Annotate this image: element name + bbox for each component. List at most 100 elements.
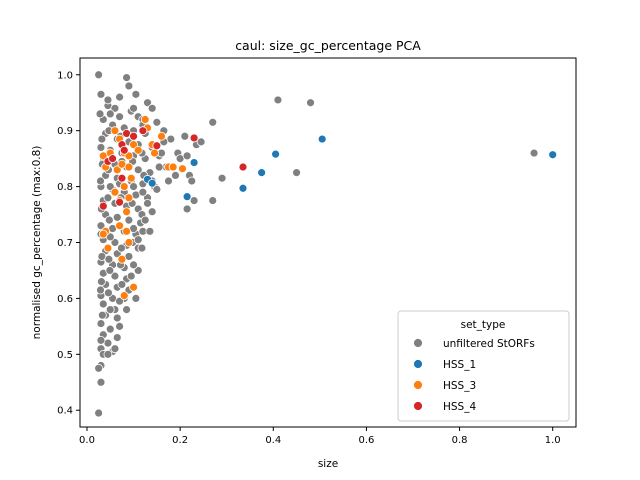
- y-tick-label: 0.4: [57, 406, 73, 417]
- data-point: [124, 81, 134, 91]
- data-point: [133, 235, 143, 245]
- data-point: [96, 89, 106, 99]
- data-point: [154, 162, 164, 172]
- data-point: [110, 238, 120, 247]
- data-point: [98, 299, 108, 309]
- legend-items: unfiltered StORFs HSS_1 HSS_3 HSS_4: [413, 338, 535, 413]
- data-point: [171, 171, 180, 180]
- data-point: [306, 98, 315, 108]
- data-point: [122, 226, 131, 236]
- data-point: [112, 333, 122, 342]
- data-point: [129, 131, 138, 141]
- data-point: [129, 182, 138, 191]
- legend-label: HSS_4: [443, 401, 476, 413]
- data-point: [152, 184, 162, 194]
- data-point: [103, 95, 113, 105]
- data-point: [145, 226, 155, 236]
- legend-box: [397, 310, 570, 422]
- data-point: [196, 137, 206, 147]
- data-point: [110, 187, 120, 197]
- x-tick-label: 0.2: [172, 435, 188, 446]
- y-tick-label: 0.9: [57, 126, 73, 137]
- data-point: [105, 109, 115, 119]
- y-axis-label: normalised gc_percentage (max:0.8): [31, 146, 43, 340]
- x-tick-label: 0.4: [265, 435, 281, 446]
- data-point: [238, 162, 248, 172]
- data-point: [103, 349, 113, 359]
- data-point: [119, 291, 129, 301]
- data-point: [140, 215, 150, 225]
- data-point: [115, 321, 124, 331]
- data-point: [115, 221, 124, 231]
- legend-title: set_type: [461, 319, 506, 331]
- data-point: [110, 126, 120, 136]
- data-point: [150, 148, 159, 158]
- data-point: [96, 285, 105, 295]
- data-point: [529, 148, 539, 158]
- data-point: [147, 103, 157, 113]
- data-point: [152, 141, 162, 151]
- data-point: [257, 168, 267, 178]
- data-point: [126, 173, 136, 183]
- x-tick-label: 1.0: [545, 435, 561, 446]
- data-point: [138, 126, 148, 136]
- data-point: [94, 70, 104, 80]
- data-point: [182, 192, 192, 202]
- data-point: [129, 282, 138, 292]
- data-point: [94, 363, 104, 373]
- data-point: [131, 294, 141, 303]
- data-point: [238, 183, 248, 193]
- data-point: [119, 145, 129, 155]
- y-tick-label: 0.5: [57, 350, 73, 361]
- data-point: [98, 229, 108, 239]
- legend-marker: [413, 338, 423, 348]
- y-tick-label: 0.7: [57, 238, 73, 249]
- data-point: [110, 344, 120, 354]
- data-point: [129, 260, 138, 270]
- data-point: [143, 98, 152, 108]
- data-point: [152, 117, 162, 127]
- data-point: [115, 112, 124, 122]
- data-point: [317, 134, 327, 144]
- data-point: [96, 377, 106, 387]
- data-point: [98, 201, 108, 211]
- data-point: [105, 324, 115, 334]
- data-point: [140, 115, 150, 124]
- data-point: [117, 280, 127, 289]
- chart-title: caul: size_gc_percentage PCA: [235, 38, 421, 53]
- data-point: [208, 196, 218, 205]
- data-point: [104, 215, 114, 225]
- series-1: [143, 134, 558, 202]
- data-point: [147, 178, 157, 188]
- data-point: [108, 154, 117, 164]
- data-point: [217, 173, 227, 183]
- data-point: [105, 266, 115, 275]
- x-axis-label: size: [318, 458, 338, 470]
- data-point: [143, 198, 152, 208]
- data-point: [94, 408, 104, 418]
- data-point: [115, 296, 124, 306]
- data-point: [124, 162, 134, 172]
- data-point: [96, 176, 105, 186]
- data-point: [164, 176, 173, 186]
- series-3: [98, 126, 248, 211]
- data-point: [122, 73, 131, 82]
- data-point: [182, 204, 192, 214]
- data-point: [138, 187, 148, 197]
- data-point: [189, 133, 199, 143]
- data-point: [126, 271, 136, 281]
- data-point: [96, 319, 106, 328]
- data-point: [105, 305, 115, 314]
- y-tick-label: 0.8: [57, 182, 73, 193]
- data-point: [103, 193, 113, 203]
- x-tick-label: 0.8: [452, 435, 468, 446]
- data-point: [104, 254, 114, 264]
- data-point: [208, 117, 218, 127]
- data-point: [133, 165, 143, 175]
- data-point: [182, 151, 192, 161]
- data-point: [178, 164, 187, 174]
- data-point: [117, 243, 126, 253]
- data-point: [548, 150, 558, 160]
- data-point: [133, 145, 143, 155]
